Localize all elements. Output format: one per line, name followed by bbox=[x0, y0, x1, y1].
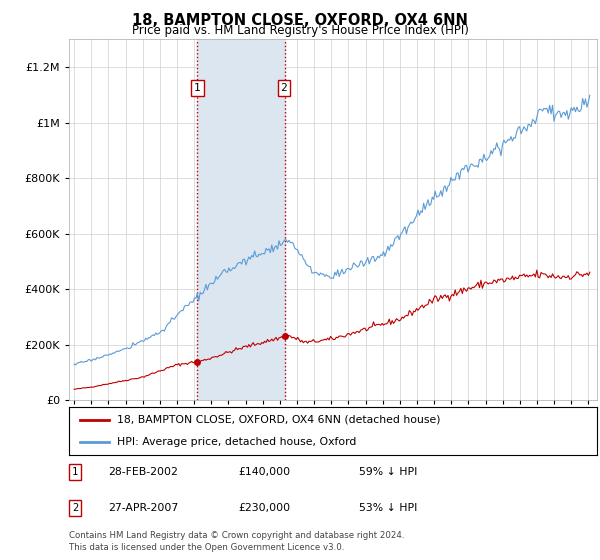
Text: Contains HM Land Registry data © Crown copyright and database right 2024.
This d: Contains HM Land Registry data © Crown c… bbox=[69, 531, 404, 552]
Text: 27-APR-2007: 27-APR-2007 bbox=[109, 503, 179, 513]
Text: 2: 2 bbox=[281, 83, 287, 93]
Text: £230,000: £230,000 bbox=[238, 503, 290, 513]
Text: 59% ↓ HPI: 59% ↓ HPI bbox=[359, 466, 418, 477]
Bar bbox=[197, 39, 286, 400]
Text: 18, BAMPTON CLOSE, OXFORD, OX4 6NN (detached house): 18, BAMPTON CLOSE, OXFORD, OX4 6NN (deta… bbox=[116, 415, 440, 425]
Text: £140,000: £140,000 bbox=[238, 466, 290, 477]
Text: 53% ↓ HPI: 53% ↓ HPI bbox=[359, 503, 418, 513]
Text: 1: 1 bbox=[72, 466, 79, 477]
Text: 2: 2 bbox=[72, 503, 79, 513]
Text: Price paid vs. HM Land Registry's House Price Index (HPI): Price paid vs. HM Land Registry's House … bbox=[131, 24, 469, 37]
Text: HPI: Average price, detached house, Oxford: HPI: Average price, detached house, Oxfo… bbox=[116, 437, 356, 447]
Text: 28-FEB-2002: 28-FEB-2002 bbox=[109, 466, 178, 477]
Text: 1: 1 bbox=[194, 83, 201, 93]
Text: 18, BAMPTON CLOSE, OXFORD, OX4 6NN: 18, BAMPTON CLOSE, OXFORD, OX4 6NN bbox=[132, 13, 468, 28]
